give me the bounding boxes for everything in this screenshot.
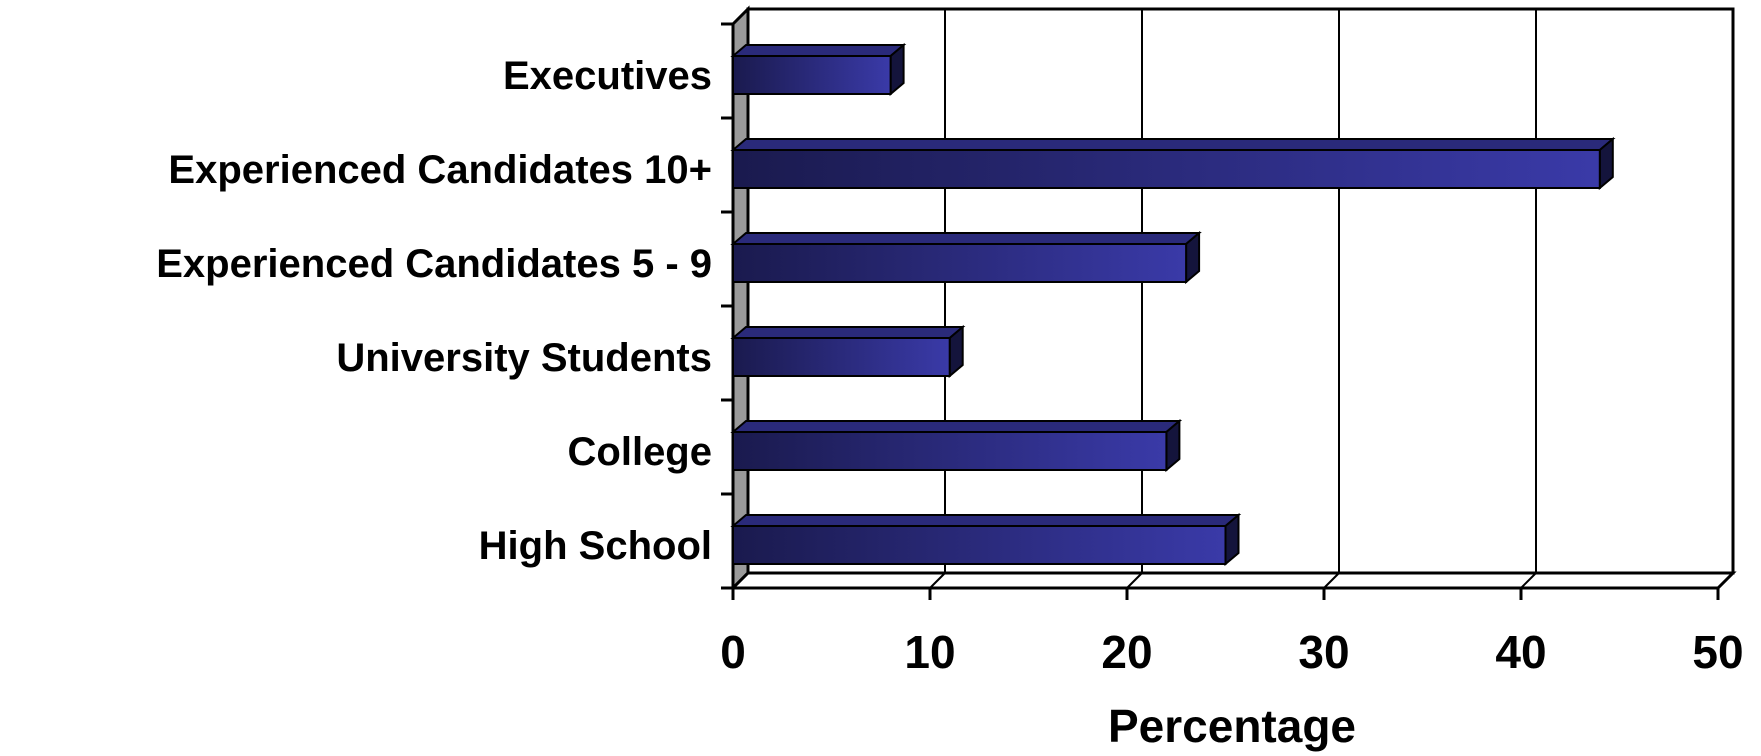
x-tick-label: 40 [1495,626,1546,678]
bar [732,525,1227,565]
x-tick-label: 0 [720,626,746,678]
bar [732,337,951,377]
x-axis-title: Percentage [1108,700,1356,752]
bar [732,149,1601,189]
x-tick-label: 10 [904,626,955,678]
bar-top [730,232,1202,245]
back-wall [746,7,1735,575]
bar-top [730,420,1183,433]
category-label: College [568,430,712,474]
gridline-floor [1520,572,1537,589]
category-label: Executives [503,54,712,98]
side-wall [731,5,750,592]
x-tick-label: 20 [1101,626,1152,678]
category-labels: Executives Experienced Candidates 10+ Expe… [156,54,712,568]
bar-top [730,326,966,339]
x-axis: 0 10 20 30 40 50 [720,22,1744,678]
bar-top [730,44,907,57]
gridline-floor [1126,572,1143,589]
bar [732,431,1168,471]
gridline-floor [1323,572,1340,589]
bar [732,243,1188,283]
category-label: Experienced Candidates 5 - 9 [156,242,712,286]
x-tick-label: 50 [1692,626,1743,678]
floor [729,571,1737,590]
bars [730,42,1616,567]
category-label: High School [479,524,712,568]
bar [732,55,892,95]
gridline-floor [929,572,946,589]
category-label: University Students [336,336,712,380]
gridlines [929,9,1537,589]
bar-top [730,138,1616,151]
x-tick-label: 30 [1298,626,1349,678]
plot-area [729,5,1737,592]
bar-top [730,514,1242,527]
category-label: Experienced Candidates 10+ [168,148,712,192]
